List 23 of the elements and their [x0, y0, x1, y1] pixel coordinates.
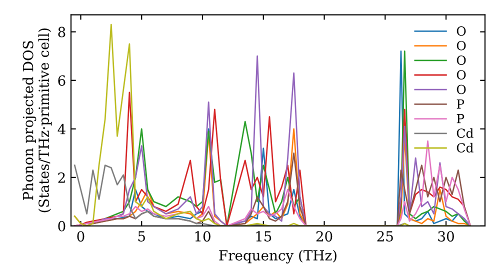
y-tick-label: 4	[58, 124, 66, 134]
x-tick-label: 5	[138, 231, 145, 242]
legend-label: P	[456, 99, 464, 109]
x-tick-label: 10	[195, 231, 210, 242]
legend-label: O	[456, 26, 466, 36]
x-tick-label: 0	[77, 231, 84, 242]
legend-label: O	[456, 56, 466, 65]
legend-label: Cd	[456, 142, 474, 153]
x-tick-label: 15	[256, 231, 272, 242]
y-tick-label: 2	[58, 172, 65, 183]
x-axis-title: Frequency (THz)	[219, 250, 336, 264]
y-tick-label: 8	[58, 26, 66, 38]
legend-label: P	[456, 114, 464, 124]
legend-label: O	[456, 84, 466, 94]
y-axis-title: Phonon projected DOS (States/THz·primitive cell)	[22, 28, 52, 212]
legend-label: O	[456, 70, 466, 80]
y-tick-label: 0	[58, 220, 66, 232]
x-tick-label: 30	[438, 231, 454, 242]
legend-label: O	[456, 40, 466, 50]
y-tick-label: 6	[58, 75, 66, 86]
x-tick-label: 20	[316, 231, 332, 242]
x-tick-label: 25	[377, 231, 393, 242]
legend-label: Cd	[456, 128, 474, 138]
